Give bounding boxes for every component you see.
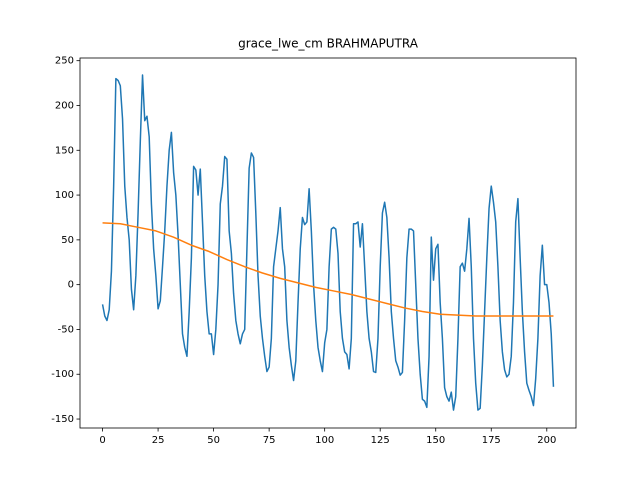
y-tick-label: 0 bbox=[68, 280, 74, 291]
y-tick-label: 250 bbox=[55, 56, 74, 67]
x-tick-label: 125 bbox=[371, 435, 390, 446]
series-line bbox=[102, 222, 554, 317]
x-tick-label: 25 bbox=[152, 435, 165, 446]
y-tick-label: -100 bbox=[51, 369, 74, 380]
x-tick-label: 75 bbox=[263, 435, 276, 446]
x-tick-label: 50 bbox=[207, 435, 220, 446]
y-tick-label: -50 bbox=[58, 324, 74, 335]
y-tick-label: 150 bbox=[55, 145, 74, 156]
chart-title: grace_lwe_cm BRAHMAPUTRA bbox=[238, 37, 419, 51]
y-tick-label: -150 bbox=[51, 414, 74, 425]
x-tick-label: 175 bbox=[482, 435, 501, 446]
y-tick-label: 50 bbox=[61, 235, 74, 246]
x-tick-label: 0 bbox=[99, 435, 105, 446]
y-tick-label: 200 bbox=[55, 100, 74, 111]
x-tick-label: 100 bbox=[315, 435, 334, 446]
axes-frame bbox=[79, 57, 577, 429]
series-line bbox=[101, 74, 555, 411]
y-tick-label: 100 bbox=[55, 190, 74, 201]
x-tick-label: 150 bbox=[426, 435, 445, 446]
x-tick-label: 200 bbox=[537, 435, 556, 446]
